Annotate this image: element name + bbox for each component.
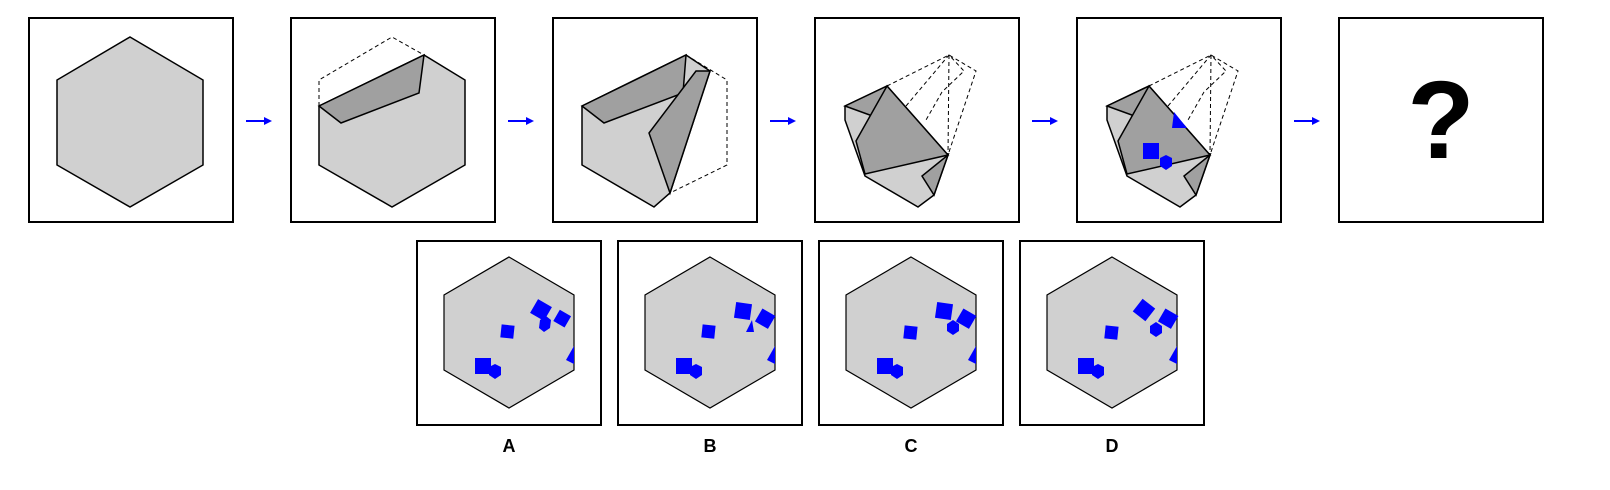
answer-panel: ? [1338,17,1544,223]
step-5-panel [1076,17,1282,223]
option-d-label: D [1106,436,1119,456]
punch-hexagon [1160,155,1172,170]
folded-flap-2 [921,152,950,197]
punch-marks [676,301,776,379]
fold-dashed-outline [886,54,977,156]
folded-flap-3 [1117,84,1212,175]
fold-dashed-outline [318,36,425,106]
paper-hexagon [56,36,204,208]
arrow-right-icon-3 [770,117,796,125]
arrow-right-icon-2 [508,117,534,125]
question-mark: ? [1407,59,1474,182]
folded-flap-2 [648,70,712,196]
option-a-label: A [503,436,516,456]
folded-flap [317,53,425,124]
option-a[interactable]: A [416,240,602,456]
punch-square [1143,143,1159,159]
step-3-panel [552,17,758,223]
arrow-right-icon-4 [1032,117,1058,125]
punch-marks [475,299,574,379]
answer-frame [1338,17,1544,223]
punch-triangle [1172,112,1187,128]
step-4-panel [814,17,1020,223]
arrow-right-icon-1 [246,117,272,125]
option-b[interactable]: B [617,240,803,456]
option-d[interactable]: D [1019,240,1205,456]
folded-flap-3 [855,84,950,175]
step-2-panel [290,17,496,223]
folded-flap-2 [1183,152,1212,197]
option-b-label: B [704,436,717,456]
option-c-label: C [905,436,918,456]
fold-dashed-outline [1148,54,1239,156]
punch-marks [1078,298,1179,379]
fold-dashed-outline [669,54,728,194]
option-c[interactable]: C [818,240,1004,456]
arrow-right-icon-5 [1294,117,1320,125]
step-1-panel [28,17,234,223]
punch-marks [877,301,977,379]
